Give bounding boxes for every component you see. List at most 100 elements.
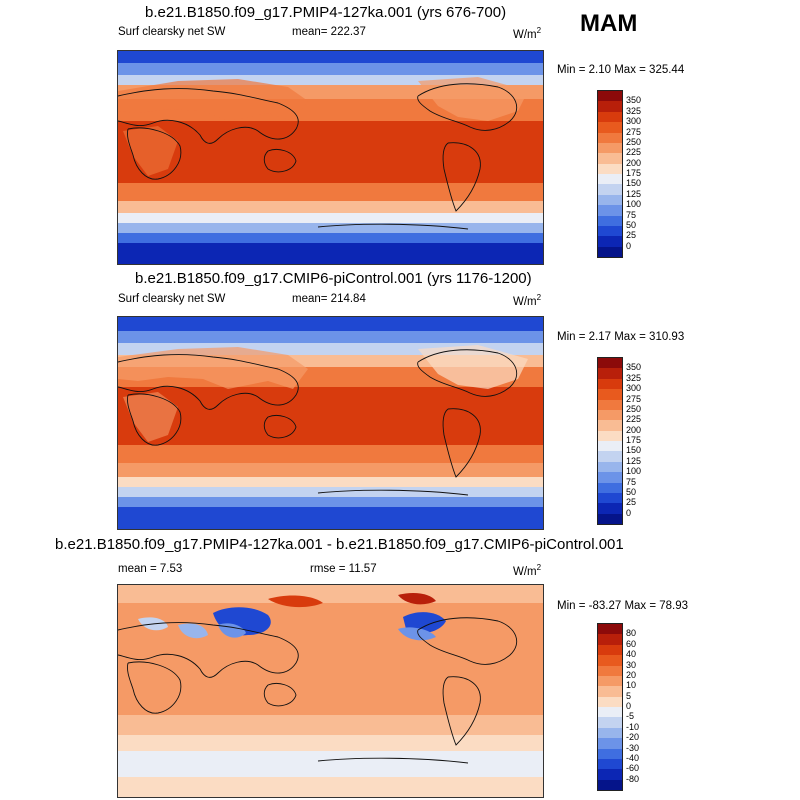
colorbar-swatch xyxy=(598,748,622,759)
panel1-units: W/m2 xyxy=(513,26,541,41)
panel3-minmax: Min = -83.27 Max = 78.93 xyxy=(557,600,689,612)
colorbar-tick-label: 175 xyxy=(626,168,642,178)
panel1-title: b.e21.B1850.f09_g17.PMIP4-127ka.001 (yrs… xyxy=(145,4,507,21)
colorbar-tick-label: 5 xyxy=(626,690,632,701)
colorbar-swatch xyxy=(598,174,622,185)
colorbar-swatch xyxy=(598,111,622,123)
units-text: W/m xyxy=(513,565,537,578)
colorbar-tick-label: 275 xyxy=(626,393,642,404)
colorbar-tick-label: 225 xyxy=(626,414,642,425)
panel2-colorbar xyxy=(597,357,623,525)
colorbar-tick-label: 200 xyxy=(626,424,642,435)
colorbar-tick-label: 0 xyxy=(626,240,632,251)
colorbar-tick-label: 75 xyxy=(626,476,637,487)
colorbar-swatch xyxy=(598,142,622,154)
colorbar-tick-label: 200 xyxy=(626,157,642,168)
colorbar-swatch xyxy=(598,194,622,206)
panel3-units: W/m2 xyxy=(513,563,541,578)
colorbar-tick-label: 75 xyxy=(626,209,637,220)
colorbar-tick-label: -40 xyxy=(626,752,640,763)
colorbar-swatch xyxy=(598,727,622,739)
colorbar-swatch xyxy=(598,225,622,237)
colorbar-tick-label: 0 xyxy=(626,507,632,518)
colorbar-swatch xyxy=(598,655,622,666)
panel2-mean: mean= 214.84 xyxy=(292,293,366,305)
colorbar-swatch xyxy=(598,492,622,504)
colorbar-tick-label: 300 xyxy=(626,116,642,127)
colorbar-swatch xyxy=(598,215,622,226)
panel1-mean: mean= 222.37 xyxy=(292,26,366,38)
colorbar-swatch xyxy=(598,451,622,462)
colorbar-swatch xyxy=(598,624,622,635)
panel3-rmse: rmse = 11.57 xyxy=(310,563,377,575)
units-superscript: 2 xyxy=(536,26,542,35)
colorbar-swatch xyxy=(598,472,622,483)
colorbar-tick-label: 250 xyxy=(626,403,642,414)
colorbar-swatch xyxy=(598,707,622,718)
colorbar-tick-label: 150 xyxy=(626,178,642,189)
colorbar-swatch xyxy=(598,389,622,400)
colorbar-swatch xyxy=(598,153,622,164)
colorbar-tick-label: 125 xyxy=(626,455,642,466)
panel1-colorbar xyxy=(597,90,623,258)
colorbar-tick-label: 60 xyxy=(626,638,637,649)
colorbar-tick-label: 300 xyxy=(626,383,642,394)
panel3-colorbar xyxy=(597,623,623,791)
colorbar-tick-label: -10 xyxy=(626,721,640,732)
colorbar-tick-label: 350 xyxy=(626,362,642,373)
colorbar-tick-label: -60 xyxy=(626,763,640,774)
units-superscript: 2 xyxy=(536,293,542,302)
colorbar-swatch xyxy=(598,758,622,770)
colorbar-swatch xyxy=(598,430,622,441)
colorbar-swatch xyxy=(598,696,622,707)
colorbar-swatch xyxy=(598,184,622,195)
panel2-variable: Surf clearsky net SW xyxy=(118,293,226,305)
colorbar-tick-label: 325 xyxy=(626,105,642,116)
colorbar-swatch xyxy=(598,644,622,656)
colorbar-tick-label: 80 xyxy=(626,628,637,639)
colorbar-tick-label: -30 xyxy=(626,742,640,753)
colorbar-tick-label: 50 xyxy=(626,486,637,497)
colorbar-swatch xyxy=(598,738,622,749)
colorbar-tick-label: -20 xyxy=(626,732,640,743)
season-label: MAM xyxy=(580,10,638,37)
colorbar-swatch xyxy=(598,409,622,421)
colorbar-swatch xyxy=(598,163,622,174)
colorbar-swatch xyxy=(598,420,622,431)
colorbar-tick-label: 325 xyxy=(626,372,642,383)
panel1-variable: Surf clearsky net SW xyxy=(118,26,226,38)
colorbar-swatch xyxy=(598,399,622,410)
colorbar-swatch xyxy=(598,779,622,790)
colorbar-swatch xyxy=(598,503,622,514)
colorbar-tick-label: 150 xyxy=(626,445,642,456)
colorbar-tick-label: 0 xyxy=(626,701,632,711)
units-text: W/m xyxy=(513,28,537,41)
panel3-title: b.e21.B1850.f09_g17.PMIP4-127ka.001 - b.… xyxy=(55,536,624,553)
colorbar-swatch xyxy=(598,122,622,133)
panel2-title: b.e21.B1850.f09_g17.CMIP6-piControl.001 … xyxy=(135,270,532,287)
colorbar-tick-label: -5 xyxy=(626,711,635,722)
panel2-map xyxy=(117,316,544,530)
colorbar-tick-label: 275 xyxy=(626,126,642,137)
colorbar-tick-label: 175 xyxy=(626,435,642,445)
units-text: W/m xyxy=(513,295,537,308)
colorbar-tick-label: 10 xyxy=(626,680,637,691)
colorbar-swatch xyxy=(598,368,622,379)
panel2-map-svg xyxy=(118,317,543,529)
panel2-minmax: Min = 2.17 Max = 310.93 xyxy=(557,331,685,343)
colorbar-swatch xyxy=(598,717,622,728)
colorbar-swatch xyxy=(598,378,622,390)
panel1-minmax: Min = 2.10 Max = 325.44 xyxy=(557,64,685,76)
colorbar-swatch xyxy=(598,634,622,645)
panel3-map xyxy=(117,584,544,798)
colorbar-tick-label: 250 xyxy=(626,136,642,147)
colorbar-swatch xyxy=(598,132,622,143)
colorbar-tick-label: 40 xyxy=(626,649,637,660)
colorbar-swatch xyxy=(598,461,622,473)
colorbar-swatch xyxy=(598,513,622,524)
colorbar-swatch xyxy=(598,665,622,676)
panel3-mean: mean = 7.53 xyxy=(118,563,183,575)
colorbar-tick-label: 20 xyxy=(626,669,637,680)
colorbar-tick-label: 50 xyxy=(626,219,637,230)
colorbar-tick-label: 25 xyxy=(626,497,637,508)
